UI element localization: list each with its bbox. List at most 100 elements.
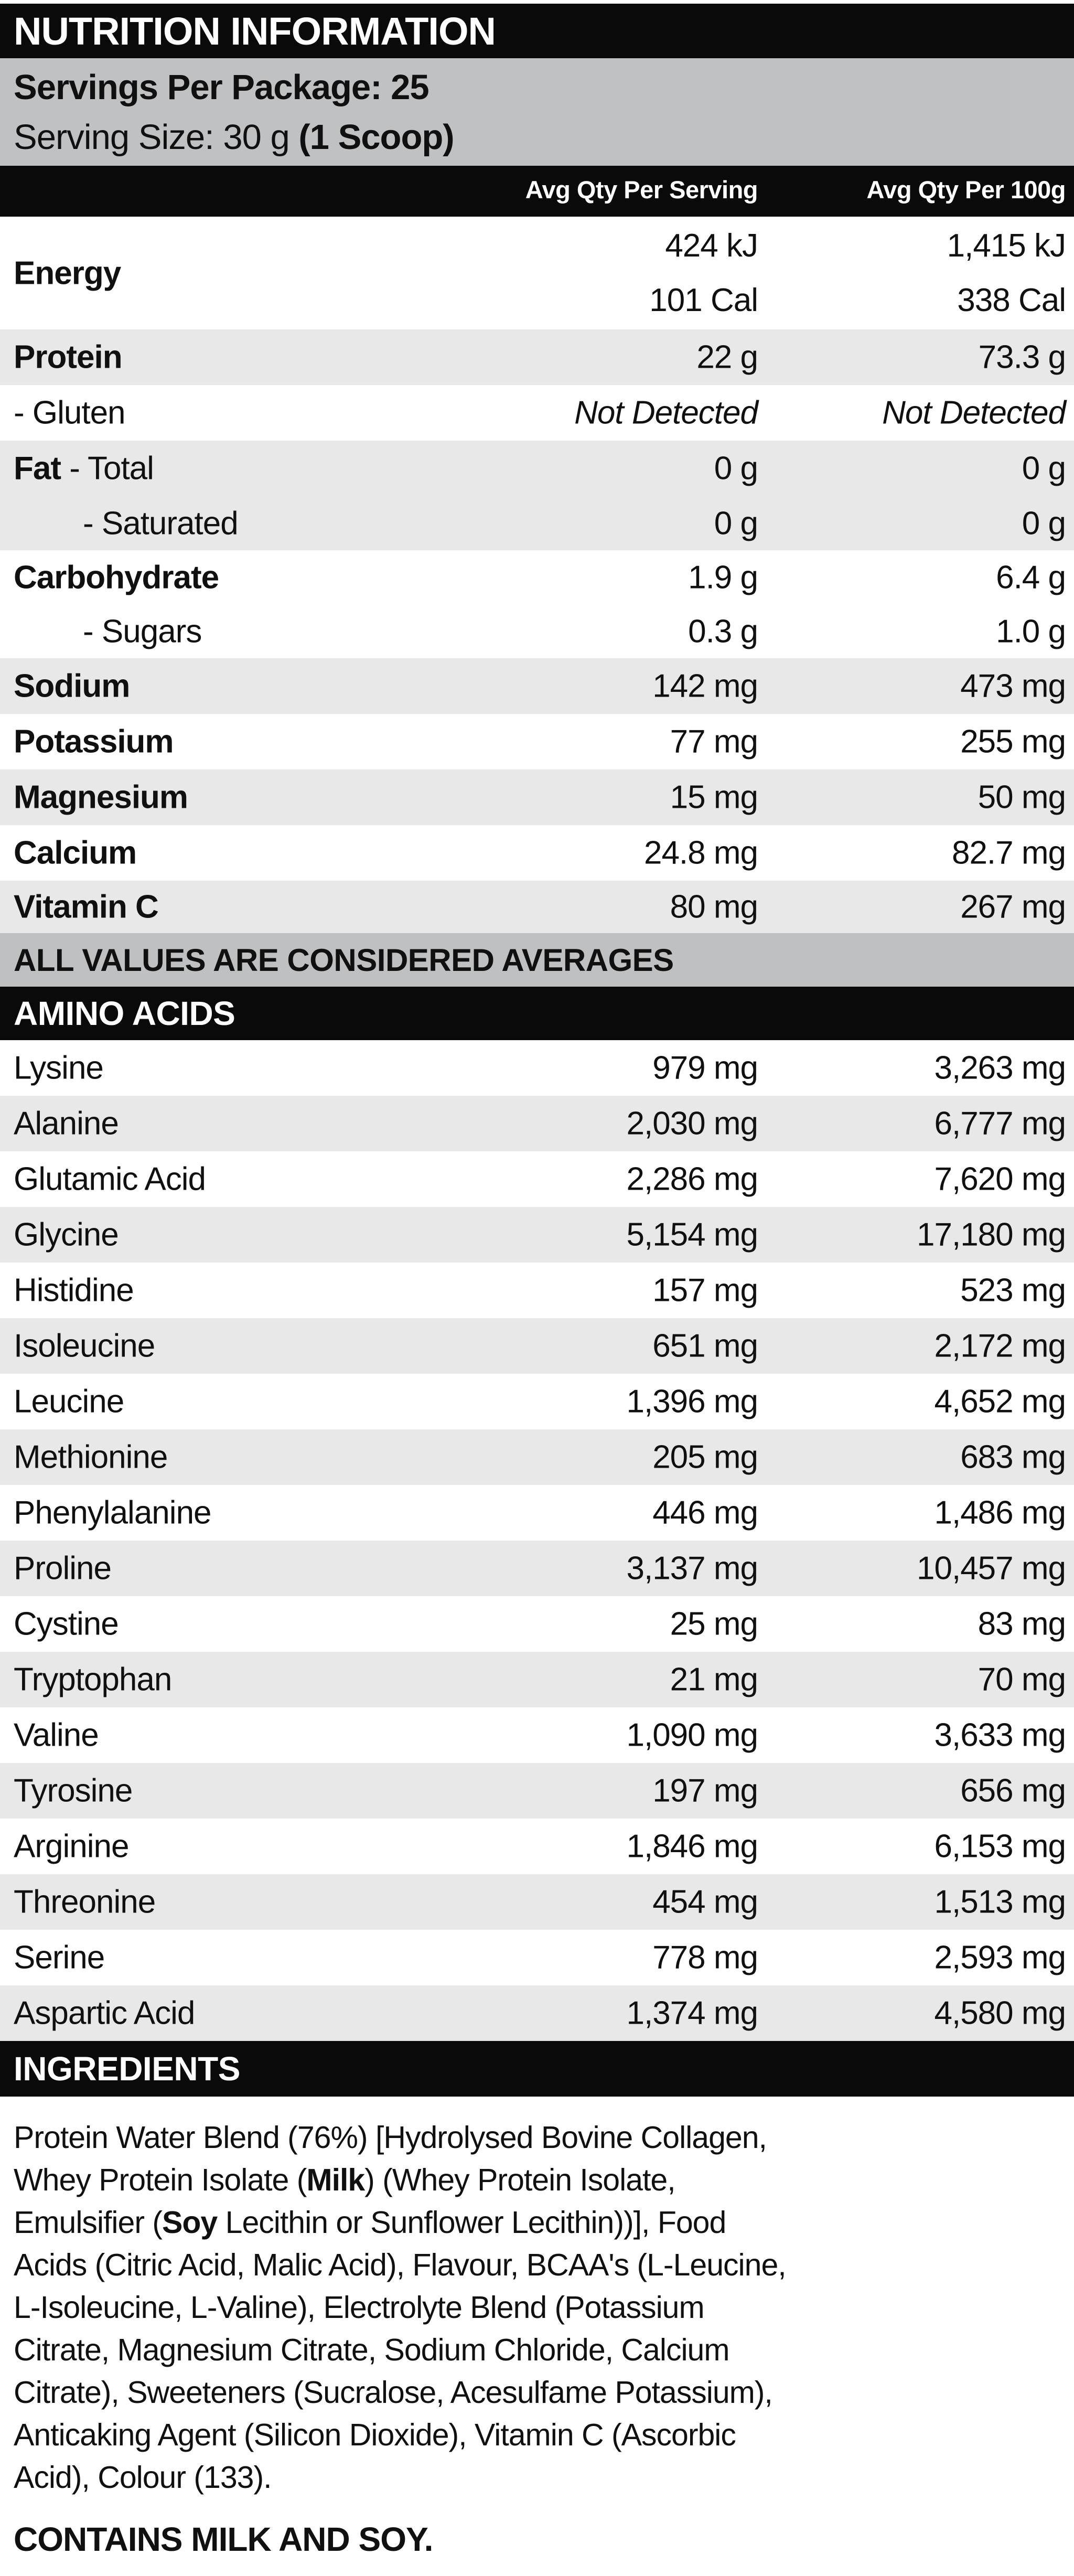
table-row: Phenylalanine 446 mg 1,486 mg (0, 1485, 1074, 1541)
row-value-per-100g: Not Detected (882, 394, 1066, 431)
table-row: Lysine 979 mg 3,263 mg (0, 1040, 1074, 1096)
row-value-per-100g: 10,457 mg (917, 1550, 1066, 1587)
row-value-per-serving: 22 g (696, 339, 758, 376)
table-row: Sodium 142 mg 473 mg (0, 658, 1074, 714)
row-value-per-100g: 1.0 g (996, 613, 1066, 649)
row-value-per-serving: 979 mg (652, 1050, 758, 1086)
row-value-per-100g: 523 mg (960, 1272, 1066, 1309)
row-value-per-100g: 3,263 mg (934, 1050, 1066, 1086)
row-value-per-100g: 82.7 mg (951, 835, 1066, 871)
nutrition-table: Energy 424 kJ 101 Cal 1,415 kJ 338 Cal Protei… (0, 217, 1074, 933)
row-value-per-serving: 25 mg (670, 1606, 758, 1642)
row-value-per-100g: 267 mg (960, 889, 1066, 925)
row-value-per-100g: 6,777 mg (934, 1105, 1066, 1142)
amino-acids-header: AMINO ACIDS (14, 995, 235, 1032)
row-value-per-serving: 1,374 mg (626, 1995, 758, 2032)
table-row: Methionine 205 mg 683 mg (0, 1429, 1074, 1485)
row-value-per-100g: 4,652 mg (934, 1383, 1066, 1420)
ingredients-text: Protein Water Blend (76%) [Hydrolysed Bo… (0, 2097, 1074, 2499)
column-header-per-100g: Avg Qty Per 100g (866, 176, 1066, 204)
row-value-per-serving: 1,396 mg (626, 1383, 758, 1420)
ingredients-line: Citrate), Sweeteners (Sucralose, Acesulf… (14, 2375, 773, 2410)
table-row: Potassium 77 mg 255 mg (0, 714, 1074, 769)
row-value-per-serving: 15 mg (670, 779, 758, 816)
row-label: - Saturated (83, 505, 239, 541)
row-label: Phenylalanine (14, 1494, 212, 1531)
serving-info-block: Servings Per Package: 25 Serving Size: 3… (0, 58, 1074, 166)
row-label: Energy (14, 255, 121, 291)
table-row: Tyrosine 197 mg 656 mg (0, 1763, 1074, 1819)
row-value-per-serving: 1.9 g (688, 559, 758, 595)
row-value-per-100g: 0 g (1022, 450, 1066, 487)
table-row: Carbohydrate 1.9 g 6.4 g (0, 550, 1074, 604)
row-label: Sodium (14, 668, 130, 704)
table-row: Proline 3,137 mg 10,457 mg (0, 1541, 1074, 1596)
table-row: Aspartic Acid 1,374 mg 4,580 mg (0, 1985, 1074, 2041)
column-header-bar: Avg Qty Per Serving Avg Qty Per 100g (0, 166, 1074, 217)
amino-acids-header-bar: AMINO ACIDS (0, 987, 1074, 1040)
row-value-per-100g: 4,580 mg (934, 1995, 1066, 2032)
column-header-per-serving: Avg Qty Per Serving (525, 176, 758, 204)
row-value-per-serving: 3,137 mg (626, 1550, 758, 1587)
row-value-per-100g: 83 mg (978, 1606, 1066, 1642)
row-value-per-serving: 197 mg (652, 1772, 758, 1809)
row-label: Proline (14, 1550, 112, 1587)
ingredients-line: Protein Water Blend (76%) [Hydrolysed Bo… (14, 2120, 767, 2155)
row-label: Alanine (14, 1105, 119, 1142)
row-label: Vitamin C (14, 889, 159, 925)
row-value-per-100g: 2,172 mg (934, 1328, 1066, 1364)
row-value-per-serving: 0.3 g (688, 613, 758, 649)
row-value-per-100g: 50 mg (978, 779, 1066, 816)
row-label: Protein (14, 339, 123, 376)
row-value-per-100g: 17,180 mg (917, 1216, 1066, 1253)
row-value-per-serving: 5,154 mg (626, 1216, 758, 1253)
table-row: Histidine 157 mg 523 mg (0, 1263, 1074, 1318)
all-values-note: ALL VALUES ARE CONSIDERED AVERAGES (14, 942, 674, 978)
row-label: Valine (14, 1717, 99, 1754)
row-value-per-100g: 6.4 g (996, 559, 1066, 595)
row-label: Leucine (14, 1383, 124, 1420)
row-label: Threonine (14, 1884, 156, 1920)
table-row: Tryptophan 21 mg 70 mg (0, 1652, 1074, 1707)
row-value-per-serving: 0 g (714, 450, 758, 487)
row-label: Glutamic Acid (14, 1161, 206, 1198)
row-value-per-100g: 7,620 mg (934, 1161, 1066, 1198)
table-row: - Saturated 0 g 0 g (0, 496, 1074, 550)
table-row: Leucine 1,396 mg 4,652 mg (0, 1374, 1074, 1429)
row-value-per-serving: 157 mg (652, 1272, 758, 1309)
row-value-per-serving: 80 mg (670, 889, 758, 925)
row-value-per-serving: 0 g (714, 505, 758, 541)
row-label: Tyrosine (14, 1772, 133, 1809)
row-value-per-100g: 255 mg (960, 723, 1066, 760)
all-values-note-bar: ALL VALUES ARE CONSIDERED AVERAGES (0, 933, 1074, 987)
table-row: Magnesium 15 mg 50 mg (0, 769, 1074, 825)
row-label: Histidine (14, 1272, 134, 1309)
table-row: - Sugars 0.3 g 1.0 g (0, 604, 1074, 658)
row-label: Cystine (14, 1606, 119, 1642)
row-value-per-serving: 21 mg (670, 1661, 758, 1698)
ingredients-line: Acids (Citric Acid, Malic Acid), Flavour… (14, 2248, 787, 2282)
row-value-per-serving: 454 mg (652, 1884, 758, 1920)
row-value-per-100g: 473 mg (960, 668, 1066, 704)
row-value-per-serving: 1,846 mg (626, 1828, 758, 1865)
ingredients-line: Citrate, Magnesium Citrate, Sodium Chlor… (14, 2333, 730, 2367)
row-value-per-100g: 1,415 kJ 338 Cal (947, 227, 1066, 318)
table-row: Vitamin C 80 mg 267 mg (0, 881, 1074, 933)
table-row: Serine 778 mg 2,593 mg (0, 1930, 1074, 1985)
row-label: Fat - Total (14, 450, 154, 487)
table-row: Fat - Total 0 g 0 g (0, 441, 1074, 496)
table-row: Glutamic Acid 2,286 mg 7,620 mg (0, 1151, 1074, 1207)
row-value-per-serving: 142 mg (652, 668, 758, 704)
row-value-per-serving: 24.8 mg (643, 835, 758, 871)
table-row: Cystine 25 mg 83 mg (0, 1596, 1074, 1652)
row-value-per-100g: 73.3 g (978, 339, 1066, 376)
row-value-per-serving: 205 mg (652, 1439, 758, 1476)
row-label: Methionine (14, 1439, 168, 1476)
table-row: Protein 22 g 73.3 g (0, 329, 1074, 385)
serving-size: Serving Size: 30 g (1 Scoop) (14, 117, 455, 157)
ingredients-line: Emulsifier (Soy Lecithin or Sunflower Le… (14, 2205, 726, 2240)
ingredients-line: Whey Protein Isolate (Milk) (Whey Protei… (14, 2163, 676, 2197)
row-value-per-serving: 1,090 mg (626, 1717, 758, 1754)
row-value-per-100g: 683 mg (960, 1439, 1066, 1476)
row-label: Tryptophan (14, 1661, 172, 1698)
